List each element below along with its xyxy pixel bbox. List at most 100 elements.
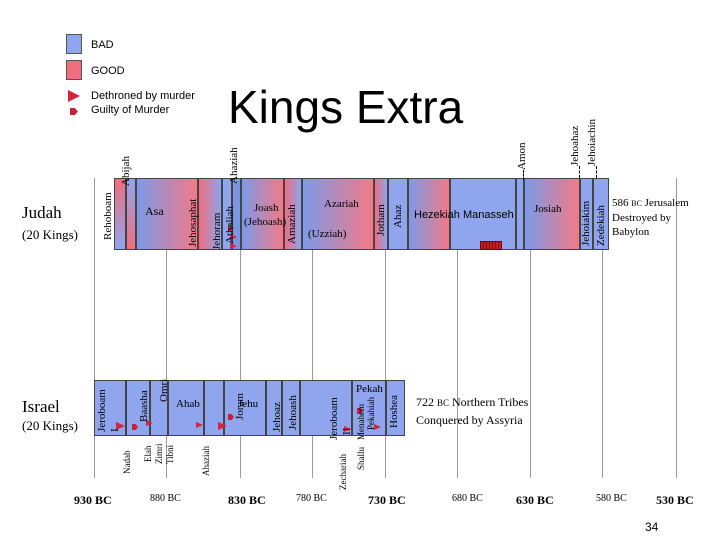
- judah-bar-amaziah: [284, 178, 302, 250]
- judah-end-text1: Jerusalem: [644, 197, 689, 209]
- king-label-ahaziah-judah: Ahaziah: [228, 147, 240, 184]
- year-label-880: 880 BC: [150, 493, 181, 504]
- year-label-830: 830 BC: [228, 493, 266, 507]
- king-label-manasseh: Manasseh: [463, 209, 514, 221]
- israel-count: (20 Kings): [22, 418, 78, 433]
- israel-bar-jehoash: [282, 380, 300, 436]
- judah-bar-azariah: [302, 178, 374, 250]
- king-label-amon: Amon: [516, 142, 528, 171]
- judah-bar-asa: [136, 178, 198, 250]
- king-label-zechariah: Zechariah: [338, 454, 348, 490]
- gridline-830: [240, 178, 241, 478]
- king-label-ahaziah-israel: Ahaziah: [201, 446, 211, 476]
- page-title: Kings Extra: [228, 81, 464, 133]
- king-label-pekah: Pekah: [356, 383, 383, 395]
- guilty-murder-icon: [132, 424, 138, 430]
- king-label-ahaz: Ahaz: [392, 204, 404, 228]
- king-label-jehoiachin: Jehoiachin: [586, 118, 598, 166]
- year-label-730: 730 BC: [368, 493, 406, 507]
- jerusalem-wall-icon: [480, 241, 502, 250]
- king-label-jeroboam2: Jeroboam: [328, 397, 340, 440]
- judah-bar-ahaz: [388, 178, 408, 250]
- guilty-murder-icon: [228, 225, 234, 231]
- gridline-580: [602, 178, 603, 478]
- judah-bar-hezekiah: [408, 178, 450, 250]
- king-label-ahab: Ahab: [176, 398, 200, 410]
- king-label-jehoram: Jehoram: [211, 212, 223, 250]
- dethroned-flag-icon: [344, 426, 351, 432]
- page-number: 34: [645, 520, 659, 534]
- king-label-jehoash-israel: Jehoash: [287, 395, 299, 430]
- king-label-azariah: Azariah: [324, 198, 359, 210]
- judah-bar-amon: [516, 178, 524, 250]
- gridline-880: [166, 178, 167, 478]
- year-label-680: 680 BC: [452, 493, 483, 504]
- israel-bar-omri: [150, 380, 168, 436]
- legend-bad-label: BAD: [91, 39, 114, 51]
- king-label-omri: Omri: [158, 378, 170, 402]
- king-label-elah: Elah: [143, 445, 153, 463]
- king-label-abijah: Abijah: [120, 156, 132, 186]
- guilty-murder-icon: [228, 414, 234, 420]
- judah-bar-athaliah: [232, 178, 241, 250]
- gridline-630: [530, 178, 531, 478]
- israel-end-note: 722 BC Northern Tribes Conquered by Assy…: [416, 394, 528, 429]
- dethroned-flag-icon: [116, 422, 125, 430]
- king-label-jeroboam1-numeral: I: [109, 428, 121, 432]
- legend-good-label: GOOD: [91, 65, 125, 77]
- jehoahaz-leader-line: [579, 166, 580, 178]
- judah-end-text3: Babylon: [612, 226, 650, 238]
- dethroned-flag-icon: [196, 422, 203, 428]
- king-label-zedekiah: Zedekiah: [595, 205, 607, 246]
- king-label-hezekiah: Hezekiah: [414, 209, 460, 221]
- king-label-asa: Asa: [145, 204, 164, 218]
- king-label-menahem: Menahem: [356, 404, 366, 440]
- judah-bar-zedekiah: [593, 178, 609, 250]
- king-label-jehoiakim: Jehoiakim: [580, 200, 592, 246]
- year-label-930: 930 BC: [74, 493, 112, 507]
- guilty-murder-icon: [357, 408, 363, 414]
- king-label-nadab: Nadab: [122, 450, 132, 475]
- legend-guilty-label: Guilty of Murder: [91, 104, 170, 116]
- king-label-shallum: Shallu: [356, 446, 366, 470]
- year-label-580: 580 BC: [596, 493, 627, 504]
- judah-end-note: 586 BC Jerusalem Destroyed by Babylon: [612, 196, 689, 239]
- israel-bar-jeroboam2: [300, 380, 352, 436]
- year-label-530: 530 BC: [656, 493, 694, 507]
- king-label-tibni: Tibni: [165, 444, 175, 464]
- legend-good-swatch: [66, 60, 82, 80]
- israel-end-text1: Northern Tribes: [452, 395, 529, 409]
- judah-end-year: 586: [612, 197, 629, 209]
- judah-bar-joash: [241, 178, 284, 250]
- israel-end-era: BC: [437, 398, 450, 408]
- king-label-jehoaz: Jehoaz: [271, 402, 283, 432]
- israel-end-text2: Conquered by Assyria: [416, 413, 523, 427]
- guilty-murder-icon: [70, 108, 78, 115]
- dethroned-flag-icon: [374, 424, 381, 430]
- king-label-josiah: Josiah: [534, 203, 562, 215]
- gridline-780: [312, 178, 313, 478]
- judah-bar-jotham: [374, 178, 388, 250]
- judah-bar-rehoboam: [114, 178, 126, 250]
- amon-leader-line: [523, 170, 524, 180]
- king-label-pekahiah: Pekahiah: [366, 397, 376, 430]
- dethroned-flag-icon: [230, 234, 237, 240]
- israel-label: Israel: [22, 397, 60, 416]
- dethroned-flag-icon: [218, 422, 227, 430]
- jehoiachin-leader-line: [596, 166, 597, 178]
- gridline-730: [385, 178, 386, 478]
- judah-bar-jehosaphat: [198, 178, 222, 250]
- legend-dethroned-label: Dethroned by murder: [91, 90, 195, 102]
- israel-bar-baasha: [126, 380, 150, 436]
- judah-bar-jehoram: [222, 178, 232, 250]
- king-label-jeroboam2-numeral: II: [341, 427, 353, 435]
- judah-end-text2: Destroyed by: [612, 212, 671, 224]
- gridline-680: [457, 178, 458, 478]
- dethroned-flag-icon: [146, 420, 153, 426]
- gridline-930: [94, 178, 95, 478]
- gridline-530: [676, 178, 677, 478]
- king-label-uzziah: (Uzziah): [308, 228, 347, 240]
- king-label-jehosaphat: Jehosaphat: [187, 198, 199, 247]
- king-label-jotham: Jotham: [375, 204, 387, 236]
- judah-bar-josiah: [524, 178, 580, 250]
